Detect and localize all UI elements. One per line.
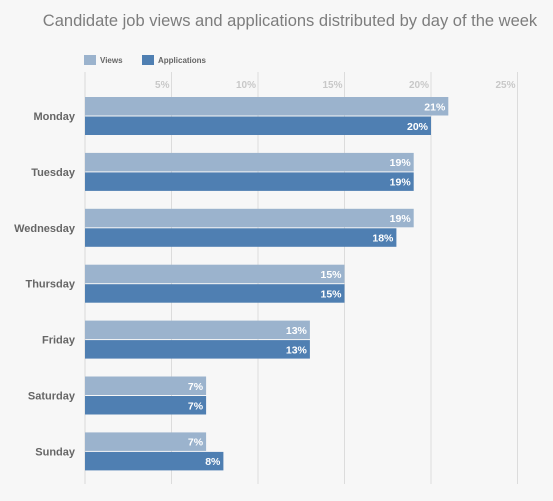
- bar-value-label: 15%: [320, 288, 342, 300]
- category-label: Saturday: [28, 391, 76, 403]
- bar-value-label: 19%: [390, 157, 412, 169]
- legend: Views Applications: [84, 55, 207, 65]
- x-axis-ticks: 5% 10% 15% 20% 25%: [155, 80, 516, 91]
- bars: 21%20%19%19%19%18%15%15%13%13%7%7%7%8%: [85, 97, 449, 471]
- bar-views: [85, 432, 207, 451]
- bar-value-label: 7%: [188, 400, 204, 412]
- bar-applications: [85, 284, 345, 303]
- bar-value-label: 13%: [286, 344, 308, 356]
- bar-views: [85, 97, 449, 116]
- bar-views: [85, 152, 414, 172]
- bar-applications: [85, 451, 224, 471]
- bar-views: [85, 376, 207, 395]
- legend-swatch-applications: [142, 55, 154, 65]
- bar-applications: [85, 396, 207, 415]
- bar-value-label: 7%: [188, 437, 204, 449]
- x-tick-label: 25%: [495, 80, 515, 91]
- bar-value-label: 8%: [205, 456, 221, 468]
- legend-label-views: Views: [100, 56, 123, 65]
- bar-views: [85, 208, 414, 228]
- chart-title: Candidate job views and applications dis…: [43, 12, 538, 30]
- category-label: Sunday: [35, 446, 76, 458]
- bar-views: [85, 320, 310, 340]
- legend-swatch-views: [84, 55, 96, 65]
- bar-value-label: 19%: [390, 213, 412, 225]
- bar-value-label: 20%: [407, 121, 429, 133]
- bar-applications: [85, 228, 397, 247]
- bar-value-label: 18%: [372, 233, 394, 245]
- category-label: Friday: [42, 335, 76, 347]
- bar-value-label: 19%: [390, 177, 412, 189]
- x-tick-label: 5%: [155, 80, 170, 91]
- bar-value-label: 15%: [320, 269, 342, 281]
- category-label: Wednesday: [14, 223, 76, 235]
- bar-value-label: 21%: [424, 101, 446, 113]
- category-labels: Monday Tuesday Wednesday Thursday Friday Satu…: [14, 111, 76, 458]
- category-label: Monday: [33, 111, 75, 123]
- category-label: Thursday: [25, 279, 75, 291]
- bar-value-label: 7%: [188, 381, 204, 393]
- bar-views: [85, 264, 345, 284]
- bar-applications: [85, 340, 310, 359]
- x-tick-label: 15%: [322, 80, 342, 91]
- bar-applications: [85, 172, 414, 191]
- x-tick-label: 20%: [409, 80, 429, 91]
- bar-value-label: 13%: [286, 325, 308, 337]
- x-tick-label: 10%: [236, 80, 256, 91]
- bar-applications: [85, 116, 431, 135]
- legend-label-applications: Applications: [158, 56, 207, 65]
- category-label: Tuesday: [31, 167, 76, 179]
